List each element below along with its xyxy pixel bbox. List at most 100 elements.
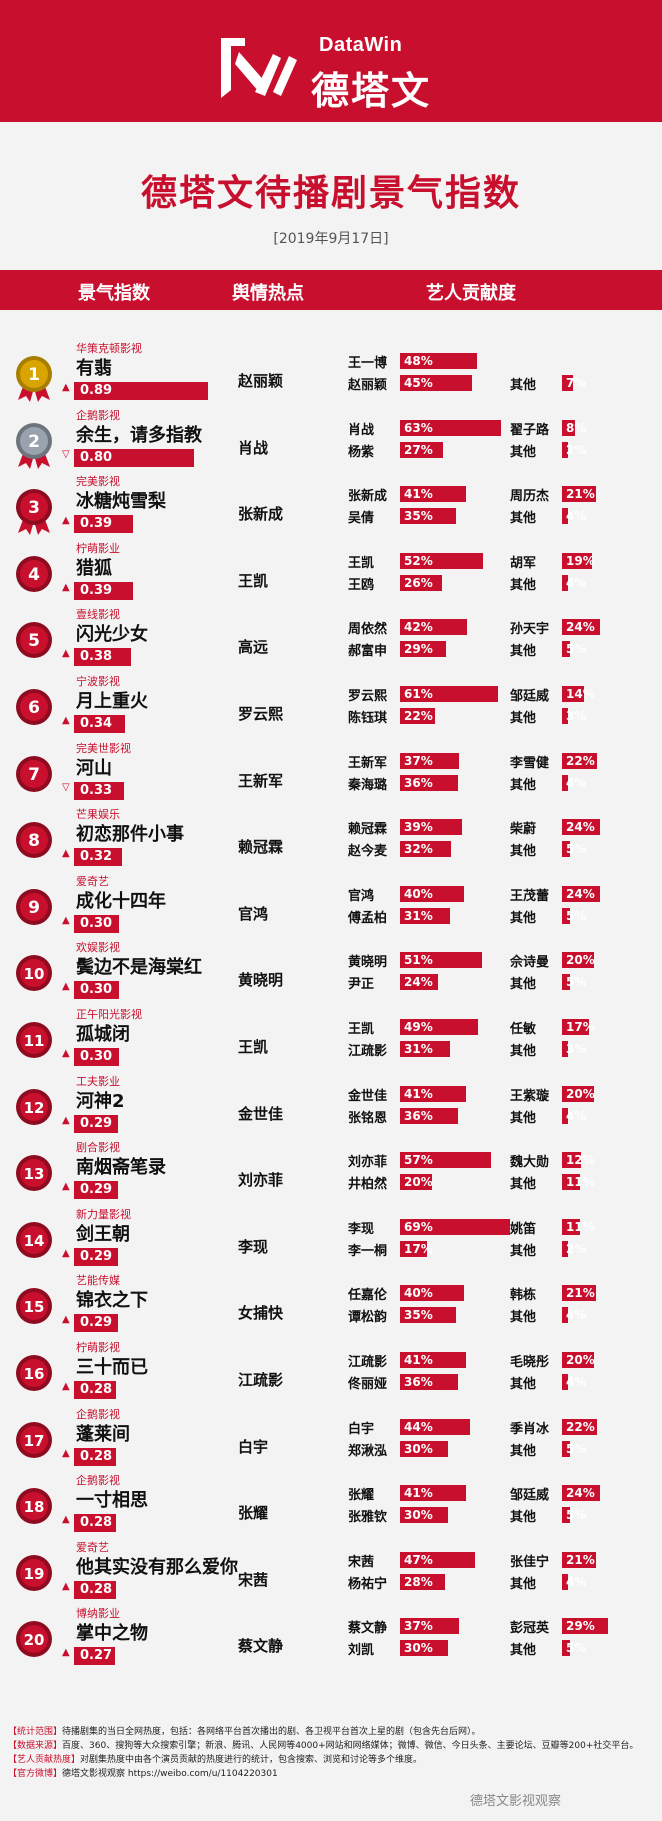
actor-share-bar xyxy=(562,619,601,636)
show-title: 河神2 xyxy=(76,1090,125,1112)
actor-name: 姚笛 xyxy=(510,1221,537,1237)
actor-name: 其他 xyxy=(510,1110,537,1126)
brand-logo: DataWin 德塔文 xyxy=(215,28,455,113)
actor-share-value: 37% xyxy=(404,753,433,768)
actor-share-value: 4% xyxy=(566,1375,587,1389)
rank-number: 16 xyxy=(24,1365,45,1383)
actor-name: 王凯 xyxy=(348,1022,375,1037)
actor-share-bar xyxy=(562,574,569,591)
footer-text: 待播剧集的当日全网热度，包括：各网络平台首次播出的剧、各卫视平台首次上星的剧（包… xyxy=(62,1727,481,1737)
score-value: 0.33 xyxy=(80,782,113,798)
production-company: 爱奇艺 xyxy=(76,874,109,888)
actor-name: 其他 xyxy=(510,511,537,527)
actor-share-value: 41% xyxy=(404,1353,433,1367)
show-title: 河山 xyxy=(76,757,112,779)
actor-name: 肖战 xyxy=(348,422,375,438)
actor-share-bar xyxy=(562,1307,569,1324)
trend-up-icon: ▲ xyxy=(62,1647,70,1659)
show-title: 闪光少女 xyxy=(76,624,148,646)
actor-share-value: 4% xyxy=(566,575,587,590)
table-row: 1 华策克顿影视 有翡 ▲ 0.89 赵丽颖 王一博 48% 赵丽颖 45% 其他 7% xyxy=(0,342,662,412)
actor-share-bar xyxy=(400,1041,450,1057)
rank-number: 8 xyxy=(28,831,40,851)
actor-share-bar xyxy=(562,1152,582,1169)
actor-share-value: 57% xyxy=(404,1153,433,1168)
score-bar xyxy=(74,848,122,867)
actor-share-value: 3% xyxy=(566,1042,587,1056)
actor-name: 其他 xyxy=(510,444,537,460)
actor-share-value: 36% xyxy=(404,1375,433,1389)
hot-topic: 王凯 xyxy=(238,571,269,590)
actor-share-bar xyxy=(400,619,468,636)
actor-share-bar xyxy=(562,774,569,791)
score-value: 0.80 xyxy=(80,449,113,465)
actor-name: 其他 xyxy=(510,1310,537,1326)
actor-name: 张耀 xyxy=(348,1488,375,1504)
actor-share-bar xyxy=(400,1507,448,1524)
rank-number: 10 xyxy=(24,965,45,983)
actor-share-bar xyxy=(400,686,498,702)
footer-line-contribution: 【艺人贡献热度】对剧集热度中由各个演员贡献的热度进行的统计，包含搜索、浏览和讨论… xyxy=(8,1752,422,1765)
score-bar xyxy=(74,715,125,733)
actor-share-value: 39% xyxy=(404,820,433,835)
actor-name: 胡军 xyxy=(510,555,537,571)
actor-name: 杨紫 xyxy=(348,444,375,460)
column-header-hot: 舆情热点 xyxy=(232,283,304,304)
actor-name: 王鸥 xyxy=(348,577,375,593)
actor-name: 秦海璐 xyxy=(348,777,388,793)
actor-name: 周依然 xyxy=(348,622,388,638)
actor-share-value: 7% xyxy=(566,376,587,390)
trend-up-icon: ▲ xyxy=(62,914,70,926)
score-value: 0.30 xyxy=(80,1049,113,1064)
actor-share-bar xyxy=(400,1485,466,1502)
actor-name: 郝富申 xyxy=(348,644,388,660)
rank-badge: 1 xyxy=(16,356,52,402)
score-bar xyxy=(74,1181,118,1200)
score-bar xyxy=(74,1247,118,1266)
production-company: 欢娱影视 xyxy=(76,941,120,955)
actor-share-value: 4% xyxy=(566,775,587,790)
actor-name: 郑湫泓 xyxy=(348,1443,388,1459)
table-row: 17 企鹅影视 蓬莱间 ▲ 0.28 白宇 白宇 44% 郑湫泓 30% 季肖冰 22% 其他 5% xyxy=(0,1408,662,1478)
actor-share-value: 22% xyxy=(566,753,595,768)
rank-badge: 5 xyxy=(16,622,52,659)
actor-share-bar xyxy=(562,1019,590,1035)
actor-name: 其他 xyxy=(510,1243,537,1259)
production-company: 博纳影业 xyxy=(76,1607,120,1621)
actor-share-value: 61% xyxy=(404,687,433,701)
actor-share-bar xyxy=(562,819,601,836)
actor-share-value: 31% xyxy=(404,908,433,923)
score-bar xyxy=(74,914,119,933)
actor-share-bar xyxy=(562,1174,580,1191)
actor-name: 江疏影 xyxy=(348,1355,388,1370)
actor-share-value: 47% xyxy=(404,1552,433,1567)
actor-share-bar xyxy=(400,774,458,791)
actor-share-bar xyxy=(562,1285,596,1302)
table-row: 16 柠萌影视 三十而已 ▲ 0.28 江疏影 江疏影 41% 佟丽娅 36% 毛晓彤 20% 其他 4% xyxy=(0,1341,662,1411)
table-row: 7 完美世影视 河山 ▽ 0.33 王新军 王新军 37% 秦海璐 36% 李雪健 22% 其他 4% xyxy=(0,742,662,812)
actor-share-value: 4% xyxy=(566,1574,587,1589)
actor-share-bar xyxy=(400,1640,448,1657)
actor-share-value: 5% xyxy=(566,908,587,923)
column-header-actor: 艺人贡献度 xyxy=(426,283,516,304)
actor-name: 其他 xyxy=(510,711,537,726)
hot-topic: 刘亦菲 xyxy=(238,1171,284,1190)
actor-name: 官鸿 xyxy=(348,888,375,904)
actor-share-bar xyxy=(400,752,460,769)
actor-share-bar xyxy=(562,1551,596,1568)
actor-share-bar xyxy=(400,1285,464,1302)
actor-share-bar xyxy=(562,486,596,503)
actor-name: 蔡文静 xyxy=(348,1621,388,1637)
actor-share-bar xyxy=(562,1085,594,1102)
actor-name: 佘诗曼 xyxy=(510,955,550,971)
actor-share-value: 35% xyxy=(404,509,433,524)
rank-number: 15 xyxy=(24,1298,45,1316)
hot-topic: 王凯 xyxy=(238,1038,269,1056)
hot-topic: 江疏影 xyxy=(238,1371,284,1389)
hot-topic: 宋茜 xyxy=(238,1570,269,1589)
trend-up-icon: ▲ xyxy=(62,1381,70,1392)
actor-name: 刘亦菲 xyxy=(348,1155,388,1171)
actor-share-bar xyxy=(562,1640,570,1657)
score-value: 0.30 xyxy=(80,915,113,931)
actor-share-bar xyxy=(400,1307,456,1324)
